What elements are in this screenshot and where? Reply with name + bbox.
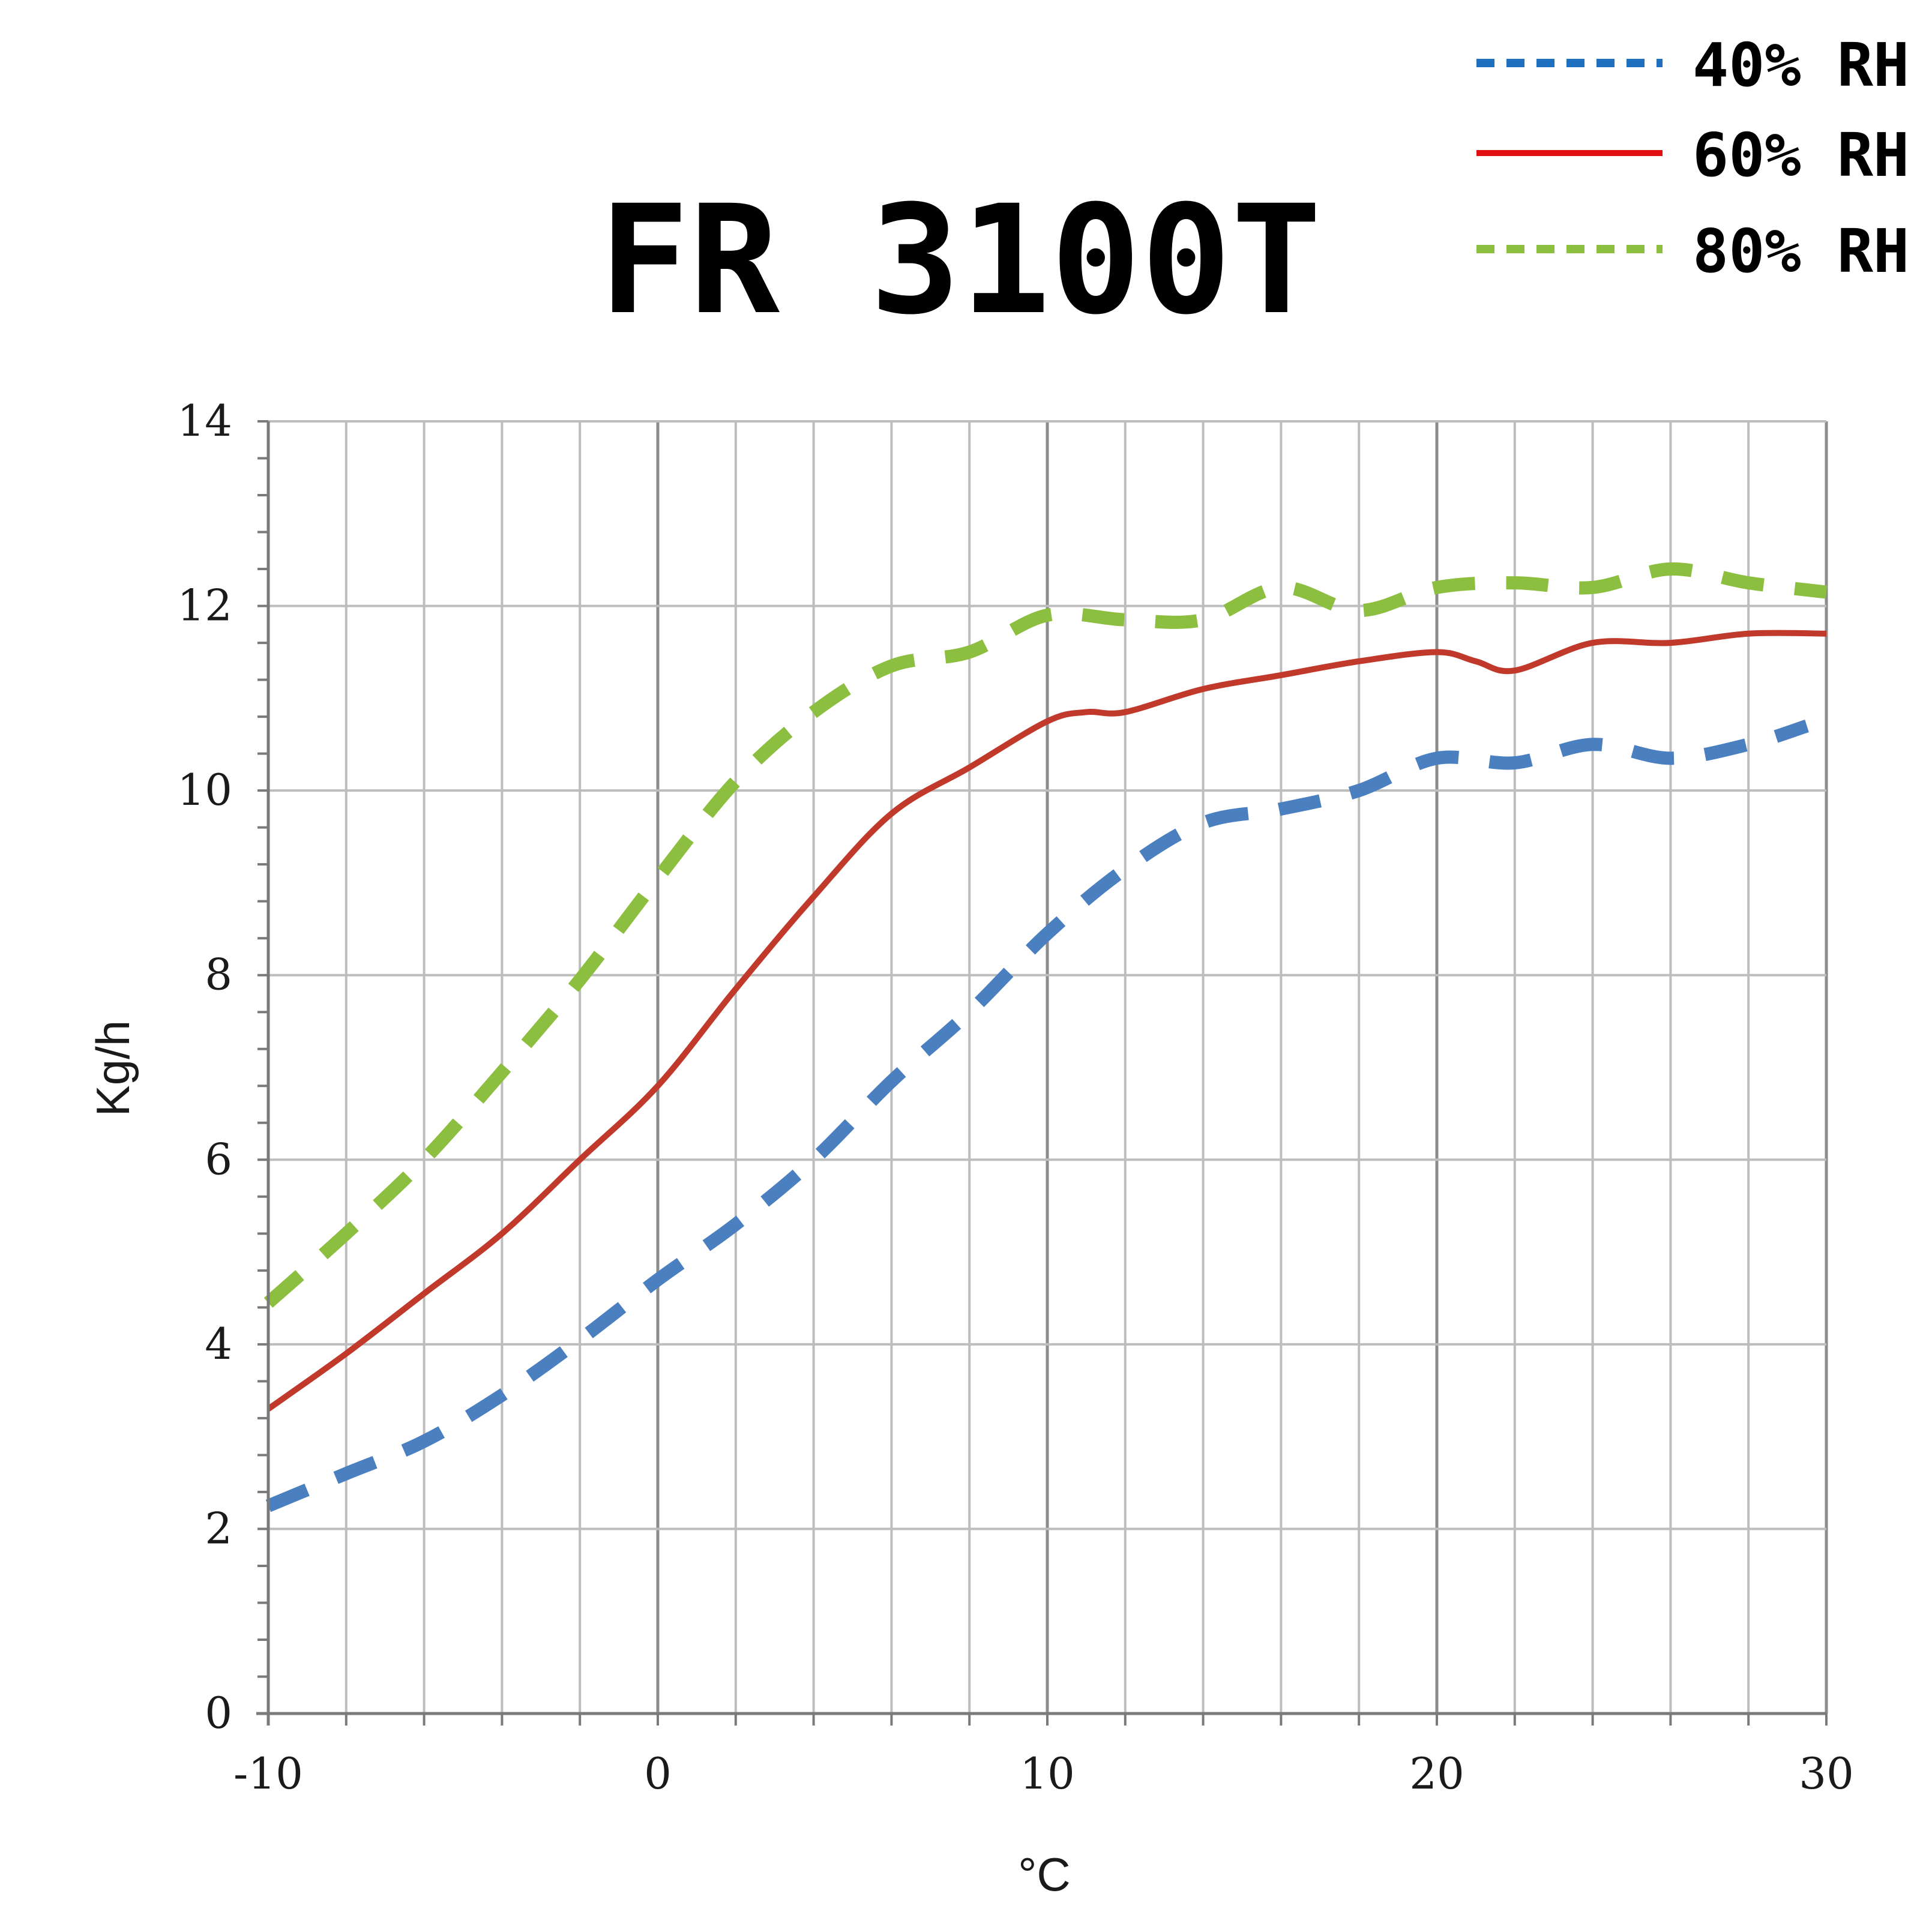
- x-tick-label: 20: [1409, 1748, 1464, 1799]
- y-tick-label: 2: [205, 1503, 232, 1553]
- y-tick-label: 6: [205, 1134, 232, 1184]
- y-tick-label: 12: [177, 580, 232, 631]
- x-tick-label: 0: [644, 1748, 672, 1799]
- legend-item-40rh: 40% RH: [1476, 30, 1909, 100]
- legend-label: 60% RH: [1693, 120, 1909, 190]
- series-60rh-line: [266, 630, 1827, 1412]
- y-axis-label: Kg/h: [86, 1020, 139, 1116]
- series-80rh-line: [263, 562, 1828, 1308]
- legend-item-60rh: 60% RH: [1476, 120, 1909, 190]
- series-layer: [263, 562, 1828, 1512]
- legend: 40% RH 60% RH 80% RH: [1476, 30, 1909, 286]
- x-tick-label: -10: [233, 1748, 303, 1799]
- y-tick-label: 0: [205, 1688, 232, 1738]
- legend-label: 40% RH: [1693, 30, 1909, 100]
- x-tick-label: 10: [1020, 1748, 1075, 1799]
- x-axis-label: °C: [1018, 1848, 1071, 1901]
- series-40rh-line: [265, 720, 1809, 1512]
- y-tick-label: 8: [205, 949, 232, 1000]
- x-tick-label: 30: [1799, 1748, 1854, 1799]
- y-tick-label: 4: [205, 1319, 232, 1369]
- chart-title: FR 3100T: [599, 173, 1322, 348]
- y-tick-label: 10: [177, 765, 232, 815]
- legend-label: 80% RH: [1693, 216, 1909, 286]
- legend-item-80rh: 80% RH: [1476, 216, 1909, 286]
- y-tick-label: 14: [177, 396, 232, 446]
